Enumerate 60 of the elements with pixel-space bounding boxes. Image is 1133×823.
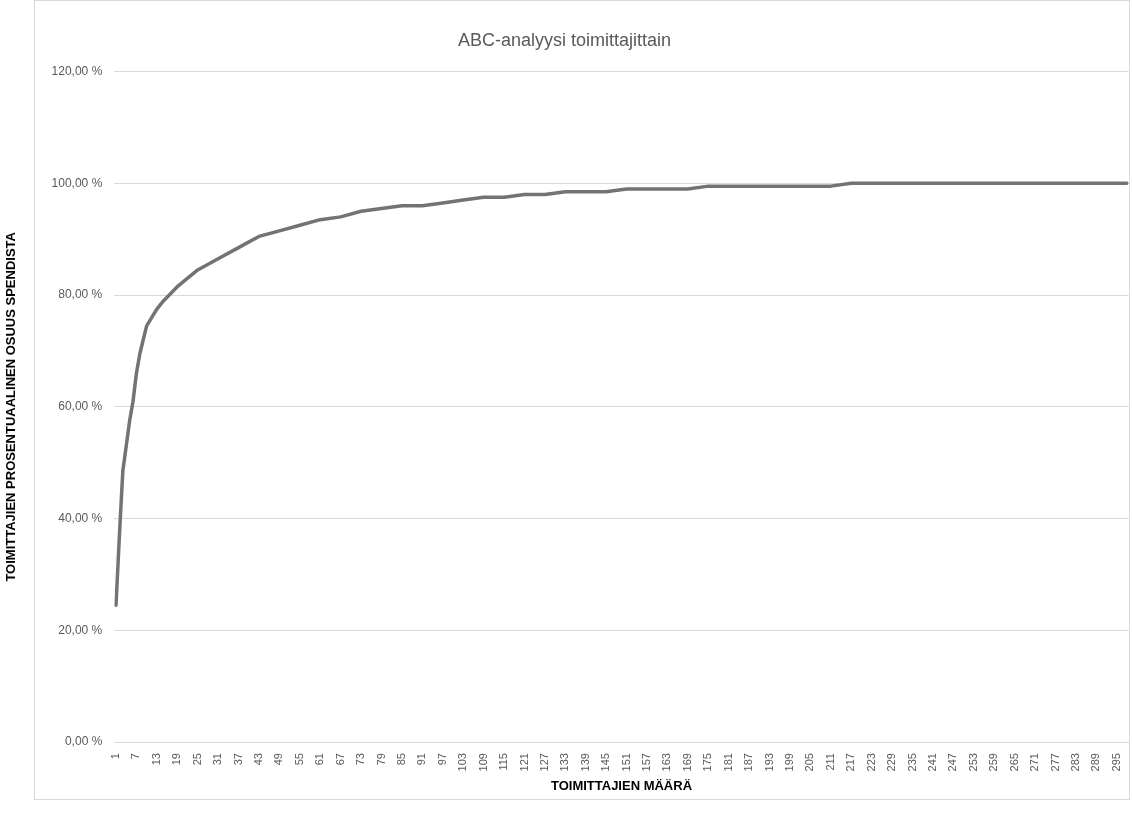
x-tick-label: 289 [1089, 753, 1102, 772]
x-tick-label: 181 [721, 753, 734, 772]
x-tick-label: 259 [987, 753, 1000, 772]
x-tick-label: 163 [660, 753, 673, 772]
x-tick-label: 133 [558, 753, 571, 772]
x-tick-label: 127 [537, 753, 550, 772]
x-tick-label: 265 [1007, 753, 1020, 772]
y-tick-label: 20,00 % [58, 622, 103, 637]
x-tick-label: 139 [578, 753, 591, 772]
y-tick-label: 120,00 % [51, 63, 103, 78]
x-tick-label: 79 [374, 753, 387, 766]
x-tick-label: 187 [742, 753, 755, 772]
x-tick-label: 67 [333, 753, 346, 766]
y-tick-label: 60,00 % [58, 399, 103, 414]
y-tick-label: 0,00 % [64, 734, 103, 749]
x-tick-label: 13 [149, 753, 162, 766]
x-tick-label: 175 [701, 753, 714, 772]
x-tick-label: 217 [844, 753, 857, 772]
x-tick-label: 157 [640, 753, 653, 772]
x-tick-label: 25 [190, 753, 203, 766]
x-tick-label: 91 [415, 753, 428, 766]
y-tick-label: 40,00 % [58, 510, 103, 525]
x-tick-label: 73 [354, 753, 367, 766]
x-tick-label: 193 [762, 753, 775, 772]
x-tick-label: 49 [272, 753, 285, 766]
x-tick-label: 211 [823, 753, 836, 771]
x-tick-label: 295 [1109, 753, 1122, 772]
y-tick-label: 100,00 % [51, 175, 103, 190]
x-tick-label: 283 [1068, 753, 1081, 772]
x-tick-label: 37 [231, 753, 244, 766]
x-tick-label: 61 [313, 753, 326, 766]
x-axis-title: TOIMITTAJIEN MÄÄRÄ [550, 777, 693, 793]
chart-title: ABC-analyysi toimittajittain [457, 29, 672, 50]
x-tick-label: 205 [803, 753, 816, 772]
x-tick-label: 199 [783, 753, 796, 772]
x-tick-label: 43 [252, 753, 264, 766]
x-tick-label: 1 [109, 753, 122, 760]
x-tick-label: 7 [129, 753, 142, 760]
x-tick-label: 109 [476, 753, 489, 772]
x-tick-label: 145 [599, 753, 612, 772]
x-tick-label: 151 [619, 753, 632, 772]
y-tick-label: 80,00 % [58, 287, 103, 302]
x-tick-label: 271 [1028, 753, 1041, 772]
x-tick-label: 223 [864, 753, 877, 772]
x-tick-label: 253 [966, 753, 979, 772]
x-tick-label: 121 [517, 753, 530, 772]
x-tick-label: 229 [885, 753, 898, 772]
x-tick-label: 169 [680, 753, 693, 772]
x-tick-label: 235 [905, 753, 918, 772]
x-tick-label: 115 [497, 753, 510, 771]
x-tick-label: 97 [435, 753, 448, 766]
x-tick-label: 277 [1048, 753, 1061, 772]
x-tick-label: 55 [292, 753, 305, 766]
x-tick-label: 19 [170, 753, 183, 766]
x-tick-label: 103 [456, 753, 469, 772]
x-tick-label: 85 [394, 753, 407, 766]
x-tick-label: 31 [211, 753, 224, 766]
x-tick-label: 241 [925, 753, 938, 772]
x-tick-label: 247 [946, 753, 959, 772]
y-axis-title: TOIMITTAJIEN PROSENTUAALINEN OSUUS SPENDISTA [3, 231, 19, 582]
